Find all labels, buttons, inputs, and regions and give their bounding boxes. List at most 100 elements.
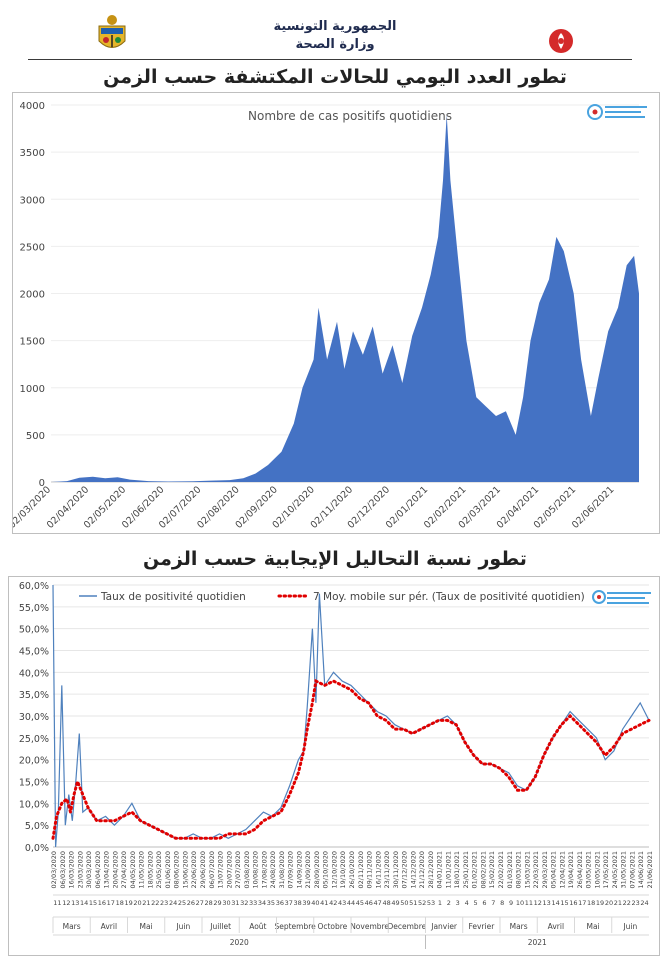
x-date-label: 06/04/2020 — [94, 851, 102, 888]
month-label: Juin — [622, 922, 637, 931]
positivity-chart: 0,0%5,0%10,0%15,0%20,0%25,0%30,0%35,0%40… — [19, 581, 654, 949]
week-label: 28 — [205, 899, 213, 907]
x-date-label: 17/08/2020 — [260, 851, 268, 888]
y-tick-label: 30,0% — [19, 712, 49, 723]
month-label: Avril — [101, 922, 117, 931]
x-date-label: 23/11/2020 — [383, 851, 391, 888]
week-label: 48 — [382, 899, 390, 907]
week-label: 20 — [605, 899, 613, 907]
y-tick-label: 5,0% — [25, 821, 49, 832]
week-label: 29 — [213, 899, 221, 907]
week-label: 19 — [596, 899, 604, 907]
week-label: 33 — [249, 899, 257, 907]
week-label: 46 — [365, 899, 373, 907]
daily-cases-panel: 0 500 1000 1500 2000 2500 3000 3500 4000 02/03/2… — [7, 92, 660, 534]
week-label: 12 — [534, 899, 542, 907]
week-label: 39 — [302, 899, 310, 907]
x-date-label: 01/02/2021 — [471, 851, 479, 888]
x-date-label: 27/04/2020 — [120, 851, 128, 888]
week-label: 23 — [632, 899, 640, 907]
x-date-label: 08/02/2021 — [479, 851, 487, 888]
month-label: Juin — [175, 922, 190, 931]
x-date-label: 29/03/2021 — [541, 851, 549, 888]
cases-area-series — [51, 114, 639, 483]
week-label: 22 — [151, 899, 159, 907]
y-tick-label: 50,0% — [19, 625, 49, 636]
month-label: Janvier — [430, 922, 458, 931]
week-label: 17 — [578, 899, 586, 907]
ministry-emblem-logo — [549, 29, 573, 53]
month-label: Novembre — [350, 922, 389, 931]
x-date-label: 25/05/2020 — [155, 851, 163, 888]
week-label: 41 — [320, 899, 328, 907]
y-tick-label: 55,0% — [19, 603, 49, 614]
week-label: 18 — [116, 899, 124, 907]
y-tick-label: 0 — [39, 478, 45, 489]
x-date-label: 12/04/2021 — [558, 851, 566, 888]
week-label: 16 — [569, 899, 577, 907]
week-label: 1 — [438, 899, 442, 907]
week-label: 53 — [427, 899, 435, 907]
legend-avg-label: 7 Moy. mobile sur pér. (Taux de positivi… — [313, 591, 585, 603]
x-date-label: 14/09/2020 — [295, 851, 303, 888]
week-label: 42 — [329, 899, 337, 907]
y-tick-label: 3500 — [20, 148, 45, 159]
x-date-label: 20/04/2020 — [111, 851, 119, 888]
week-label: 24 — [640, 899, 648, 907]
week-label: 17 — [107, 899, 115, 907]
week-label: 37 — [285, 899, 293, 907]
month-label: Mai — [140, 922, 153, 931]
header: الجمهورية التونسية وزارة الصحة — [0, 0, 670, 62]
x-date-label: 22/02/2021 — [497, 851, 505, 888]
x-date-label: 26/04/2021 — [576, 851, 584, 888]
x-date-label: 05/10/2020 — [322, 851, 330, 888]
x-date-label: 30/11/2020 — [392, 851, 400, 888]
x-date-label: 02/11/2020 — [357, 851, 365, 888]
legend: Taux de positivité quotidien 7 Moy. mobi… — [79, 591, 585, 603]
week-label: 2 — [447, 899, 451, 907]
year-label: 2020 — [230, 938, 249, 947]
y-tick-label: 3000 — [20, 195, 45, 206]
y-tick-label: 1500 — [20, 337, 45, 348]
x-date-label: 16/11/2020 — [374, 851, 382, 888]
month-label: Juillet — [209, 922, 231, 931]
legend-daily-label: Taux de positivité quotidien — [100, 591, 246, 603]
week-label: 14 — [551, 899, 559, 907]
x-date-label: 18/01/2021 — [453, 851, 461, 888]
y-tick-label: 15,0% — [19, 778, 49, 789]
x-date-label: 12/10/2020 — [330, 851, 338, 888]
x-date-label: 19/04/2021 — [567, 851, 575, 888]
moving-average-line — [51, 678, 651, 840]
week-label: 19 — [124, 899, 132, 907]
x-date-label: 26/10/2020 — [348, 851, 356, 888]
week-label: 27 — [196, 899, 204, 907]
x-date-label: 02/03/2020 — [50, 851, 58, 888]
month-label: Fevrier — [468, 922, 495, 931]
x-date-label: 10/05/2021 — [593, 851, 601, 888]
x-date-label: 28/09/2020 — [313, 851, 321, 888]
x-date-label: 18/05/2020 — [146, 851, 154, 888]
week-label: 3 — [456, 899, 460, 907]
week-label: 32 — [240, 899, 248, 907]
republic-name: الجمهورية التونسية — [273, 19, 397, 34]
x-date-label: 07/06/2021 — [628, 851, 636, 888]
y-tick-label: 45,0% — [19, 647, 49, 658]
week-label: 24 — [169, 899, 177, 907]
month-label: Mai — [587, 922, 600, 931]
x-date-label: 03/08/2020 — [243, 851, 251, 888]
x-date-label: 15/02/2021 — [488, 851, 496, 888]
x-date-label: 07/12/2020 — [401, 851, 409, 888]
y-tick-label: 60,0% — [19, 581, 49, 592]
x-date-label: 06/03/2020 — [59, 851, 67, 888]
y-tick-label: 1000 — [20, 384, 45, 395]
x-date-label: 21/12/2020 — [418, 851, 426, 888]
x-date-label: 03/05/2021 — [585, 851, 593, 888]
x-date-label: 14/12/2020 — [409, 851, 417, 888]
week-label: 36 — [276, 899, 284, 907]
week-label: 43 — [338, 899, 346, 907]
week-label: 7 — [491, 899, 495, 907]
week-label: 4 — [465, 899, 469, 907]
observatoire-logo-2 — [592, 590, 651, 604]
month-label: Avril — [548, 922, 564, 931]
